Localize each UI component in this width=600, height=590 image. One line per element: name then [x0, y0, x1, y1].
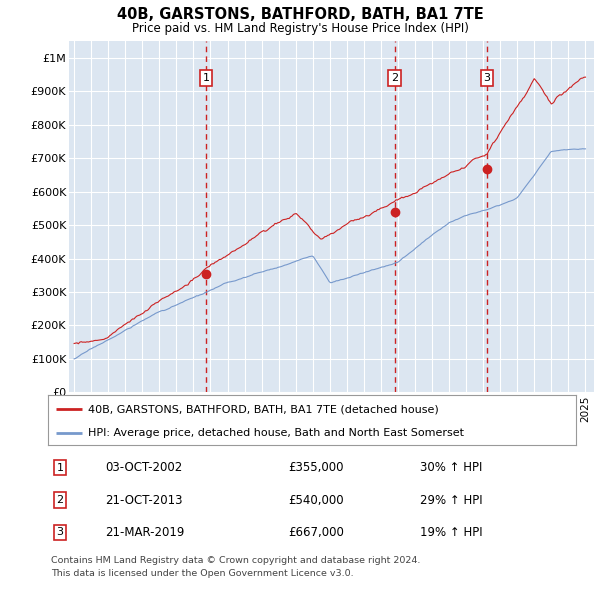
Text: 1: 1	[56, 463, 64, 473]
Text: 40B, GARSTONS, BATHFORD, BATH, BA1 7TE: 40B, GARSTONS, BATHFORD, BATH, BA1 7TE	[116, 7, 484, 22]
Text: 3: 3	[56, 527, 64, 537]
Text: Contains HM Land Registry data © Crown copyright and database right 2024.: Contains HM Land Registry data © Crown c…	[51, 556, 421, 565]
Text: This data is licensed under the Open Government Licence v3.0.: This data is licensed under the Open Gov…	[51, 569, 353, 578]
Text: £667,000: £667,000	[288, 526, 344, 539]
Text: 40B, GARSTONS, BATHFORD, BATH, BA1 7TE (detached house): 40B, GARSTONS, BATHFORD, BATH, BA1 7TE (…	[88, 404, 439, 414]
Text: 03-OCT-2002: 03-OCT-2002	[105, 461, 182, 474]
Text: 3: 3	[484, 73, 490, 83]
Text: £540,000: £540,000	[288, 493, 344, 507]
Text: 29% ↑ HPI: 29% ↑ HPI	[420, 493, 482, 507]
Text: 2: 2	[391, 73, 398, 83]
Text: Price paid vs. HM Land Registry's House Price Index (HPI): Price paid vs. HM Land Registry's House …	[131, 22, 469, 35]
Text: 1: 1	[203, 73, 210, 83]
Text: £355,000: £355,000	[288, 461, 343, 474]
Text: 21-MAR-2019: 21-MAR-2019	[105, 526, 184, 539]
Text: 30% ↑ HPI: 30% ↑ HPI	[420, 461, 482, 474]
Text: 19% ↑ HPI: 19% ↑ HPI	[420, 526, 482, 539]
Text: 21-OCT-2013: 21-OCT-2013	[105, 493, 182, 507]
Text: 2: 2	[56, 495, 64, 505]
Text: HPI: Average price, detached house, Bath and North East Somerset: HPI: Average price, detached house, Bath…	[88, 428, 464, 438]
